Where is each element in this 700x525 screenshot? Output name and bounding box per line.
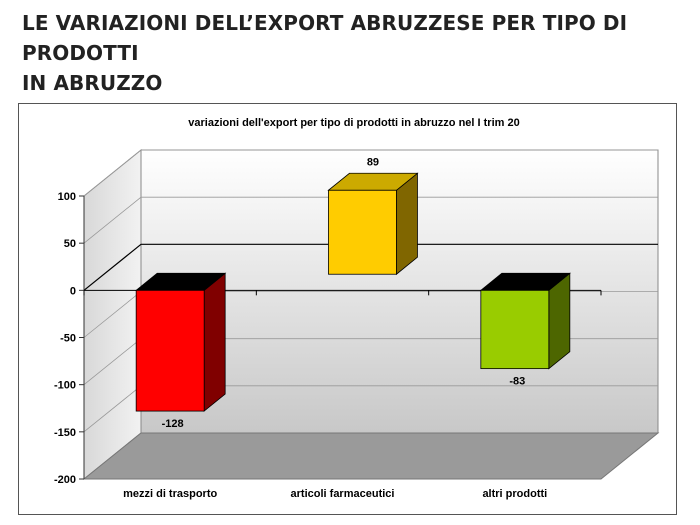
x-tick-label-altri-prodotti: altri prodotti — [482, 488, 547, 500]
page-title-line-2: IN ABRUZZO — [22, 71, 163, 95]
chart-frame: variazioni dell'export per tipo di prodo… — [18, 103, 677, 515]
y-tick-label: -150 — [54, 427, 76, 439]
y-tick-label: 0 — [70, 285, 76, 297]
chart-labels: -128 89 -83 — [162, 156, 526, 430]
bar-chart: variazioni dell'export per tipo di prodo… — [54, 117, 660, 500]
floor — [82, 432, 660, 480]
chart-title: variazioni dell'export per tipo di prodo… — [188, 117, 519, 129]
gridline-50 — [83, 196, 658, 244]
x-tick-label-mezzi-di-trasporto: mezzi di trasporto — [123, 488, 217, 500]
y-tick-label: -50 — [60, 333, 76, 345]
chart-axes: 100 50 0 -50 -100 -150 -200 mezzi di trasporto a… — [54, 191, 602, 500]
bar-articoli-farmaceutici-side — [396, 172, 418, 276]
bar-articoli-farmaceutici-front — [328, 189, 397, 275]
bar-mezzi-di-trasporto — [135, 272, 227, 412]
data-label-altri-prodotti: -83 — [509, 376, 525, 388]
page-title: LE VARIAZIONI DELL’EXPORT ABRUZZESE PER … — [22, 8, 692, 98]
x-tick-label-articoli-farmaceutici: articoli farmaceutici — [291, 488, 395, 500]
data-label-mezzi-di-trasporto: -128 — [162, 418, 184, 430]
y-tick-label: 100 — [58, 191, 76, 203]
bar-altri-prodotti — [479, 272, 571, 370]
data-label-articoli-farmaceutici: 89 — [367, 156, 379, 168]
page-title-line-1: LE VARIAZIONI DELL’EXPORT ABRUZZESE PER … — [22, 11, 628, 65]
bar-mezzi-di-trasporto-front — [135, 289, 205, 412]
bar-altri-prodotti-front — [480, 289, 550, 370]
bar-mezzi-di-trasporto-side — [203, 272, 226, 412]
bar-articoli-farmaceutici — [327, 172, 419, 276]
chart-bars — [135, 172, 571, 412]
gridline-100 — [83, 149, 658, 197]
gridline-0 — [83, 243, 658, 291]
y-tick-label: -100 — [54, 380, 76, 392]
y-tick-label: -200 — [54, 474, 76, 486]
y-tick-label: 50 — [64, 238, 76, 250]
